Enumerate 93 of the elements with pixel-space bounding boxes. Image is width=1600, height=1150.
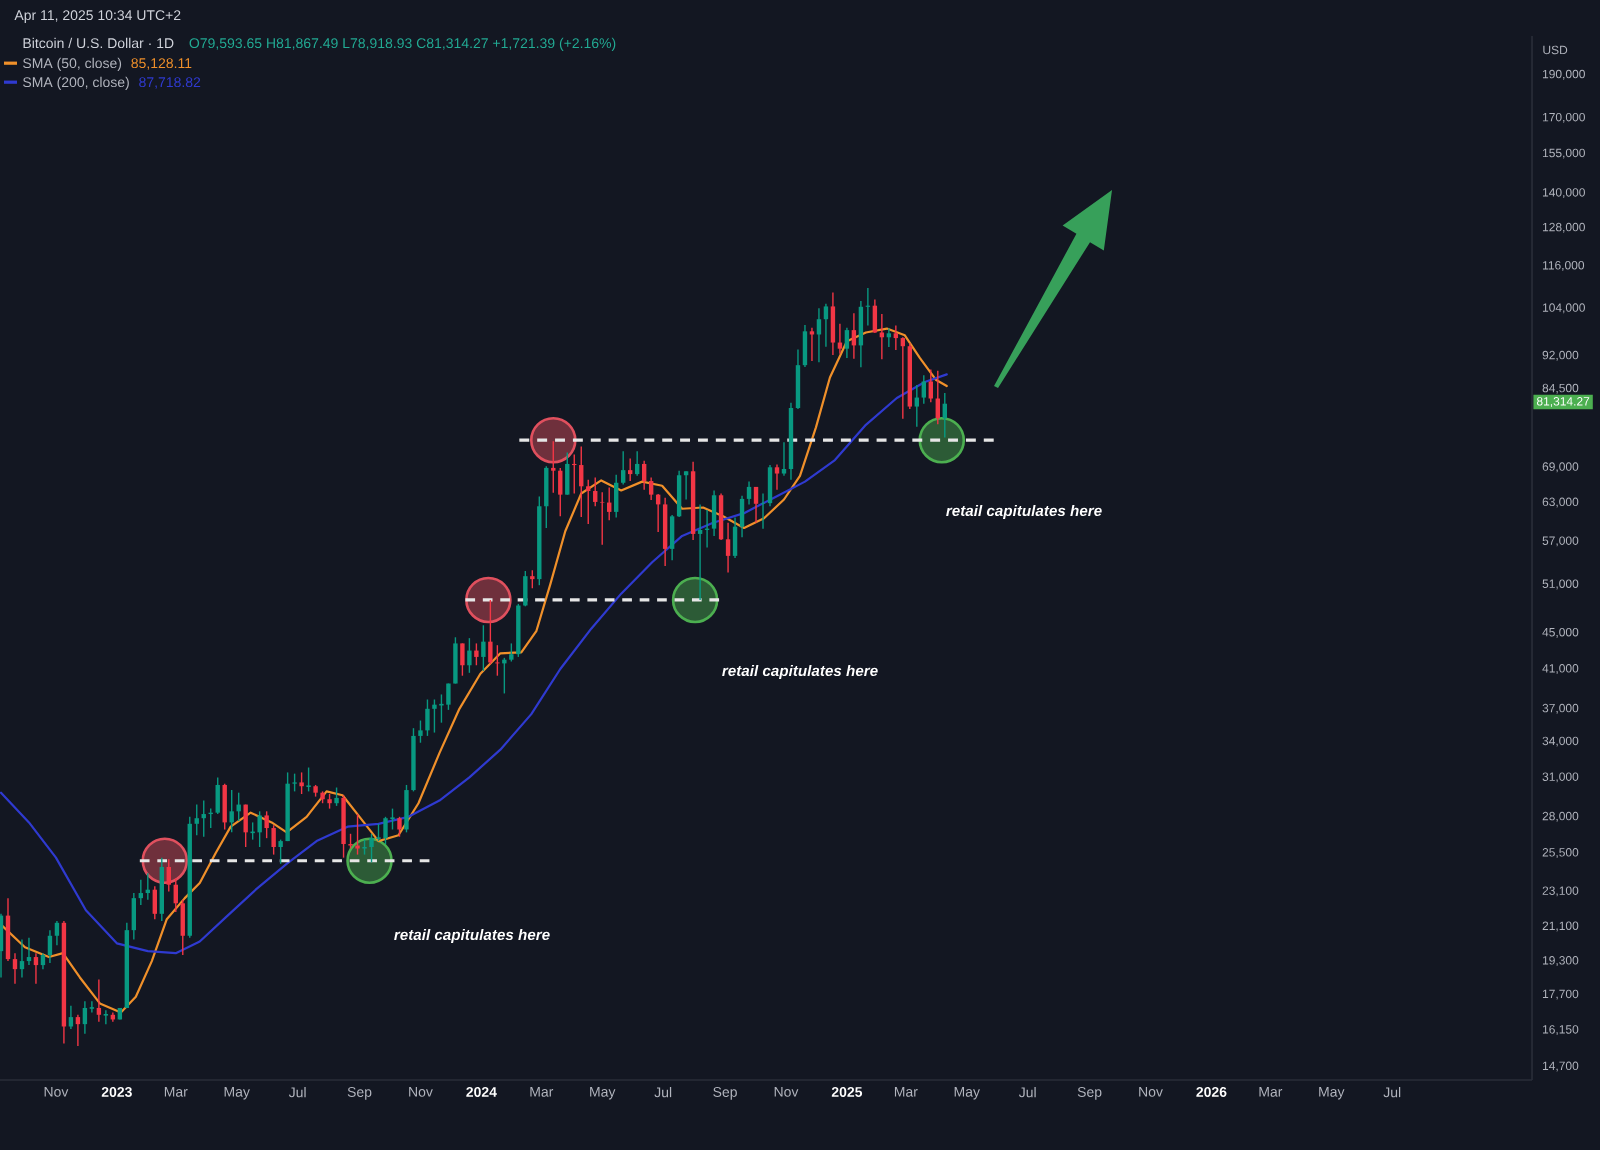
candlestick [138, 879, 144, 906]
candlestick [341, 794, 346, 859]
candlestick [523, 570, 528, 608]
candlestick [551, 440, 556, 494]
candlestick [502, 657, 507, 695]
candlestick [278, 838, 283, 865]
candlestick [544, 465, 549, 529]
candlestick [82, 1000, 88, 1035]
candlestick [802, 324, 808, 368]
candlestick [481, 624, 486, 672]
candlestick [397, 816, 402, 838]
candlestick [697, 503, 703, 601]
candlestick [159, 856, 164, 922]
candlestick [648, 476, 654, 501]
candlestick [823, 303, 829, 348]
candlestick [54, 920, 60, 946]
candlestick [725, 522, 731, 574]
candlestick [12, 952, 18, 985]
candlestick [446, 682, 451, 711]
candlestick [844, 327, 850, 359]
candlestick [600, 491, 605, 546]
candlestick [152, 885, 157, 920]
candlestick [355, 813, 360, 856]
candlestick [474, 642, 479, 666]
candlestick [676, 470, 682, 518]
candlestick [425, 698, 430, 737]
candlestick [830, 291, 836, 356]
candlestick [68, 1005, 74, 1030]
point [529, 416, 577, 464]
candlestick [579, 445, 584, 518]
candlestick [509, 642, 514, 663]
candlestick [760, 492, 766, 530]
candlestick [593, 476, 598, 507]
candlestick [75, 1014, 81, 1047]
candlestick [222, 782, 227, 831]
candlestick [879, 313, 885, 360]
candlestick [180, 899, 185, 956]
candlestick [334, 786, 339, 807]
candlestick [305, 766, 312, 793]
candlestick [299, 771, 304, 795]
candlestick [767, 464, 773, 507]
candlestick [669, 514, 675, 561]
candlestick [243, 803, 248, 848]
candlestick [495, 644, 500, 677]
candlestick [816, 307, 822, 363]
candlestick [453, 636, 458, 685]
candlestick [383, 816, 388, 845]
candlestick [389, 807, 396, 831]
candlestick [404, 784, 409, 834]
candlestick [739, 495, 745, 538]
candlestick [914, 384, 920, 428]
candlestick [565, 451, 570, 496]
candlestick [558, 467, 563, 518]
candlestick [215, 776, 220, 815]
candlestick [614, 473, 619, 519]
candlestick [432, 698, 437, 734]
candlestick [5, 897, 11, 962]
candlestick [96, 978, 102, 1023]
candlestick [662, 496, 668, 567]
candlestick [194, 803, 199, 836]
candlestick [166, 858, 171, 893]
candlestick [893, 324, 899, 351]
candlestick [257, 810, 262, 848]
point [918, 416, 966, 464]
candlestick [467, 637, 472, 674]
candlestick [921, 374, 927, 405]
candlestick [746, 480, 752, 506]
candlestick [795, 348, 801, 410]
candlestick [229, 789, 234, 834]
candlestick [586, 479, 591, 525]
candlestick [711, 489, 717, 537]
candlestick [718, 492, 724, 541]
candlestick [0, 913, 4, 979]
candlestick [460, 642, 465, 677]
candlestick [264, 810, 269, 839]
candlestick [131, 892, 137, 941]
candlestick [102, 1009, 109, 1025]
candlestick [753, 486, 759, 524]
candlestick [33, 952, 39, 985]
candlestick [851, 312, 857, 360]
candlestick [774, 463, 780, 491]
candlestick [488, 599, 493, 666]
candlestick [620, 450, 626, 486]
candlestick [928, 368, 933, 403]
candlestick [271, 824, 276, 856]
candlestick [369, 833, 374, 863]
line-series [0, 373, 948, 955]
candlestick [418, 719, 423, 744]
candlestick [627, 457, 633, 482]
candlestick [732, 516, 738, 559]
candlestick [641, 459, 647, 491]
candlestick [236, 791, 241, 822]
candlestick [781, 441, 787, 477]
